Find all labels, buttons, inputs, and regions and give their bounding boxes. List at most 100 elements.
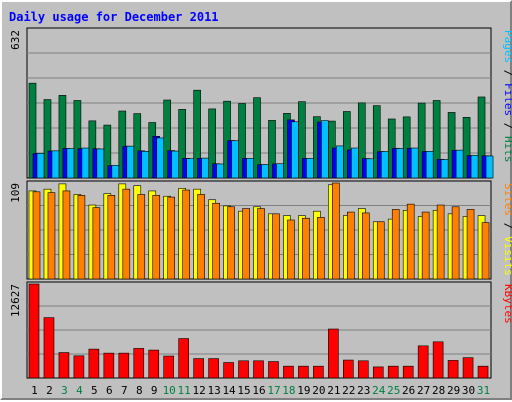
x-tick-label-10: 10 bbox=[163, 384, 176, 397]
bar-pages-day-9 bbox=[156, 137, 165, 179]
bar-kbytes-day-15 bbox=[238, 360, 249, 379]
bar-sites-day-12 bbox=[197, 194, 205, 280]
bar-sites-day-21 bbox=[332, 182, 340, 280]
x-tick-label-14: 14 bbox=[222, 384, 236, 397]
bar-pages-day-3 bbox=[66, 148, 75, 179]
x-tick-label-11: 11 bbox=[178, 384, 191, 397]
bar-pages-day-11 bbox=[186, 158, 194, 179]
x-tick-label-18: 18 bbox=[282, 384, 295, 397]
bar-kbytes-day-27 bbox=[417, 345, 429, 379]
x-tick-label-23: 23 bbox=[357, 384, 370, 397]
bar-pages-day-29 bbox=[455, 149, 464, 179]
chart-panels: 632 Pages / Files / Hits 109 Sites / Visits… bbox=[9, 27, 512, 379]
bar-kbytes-day-22 bbox=[343, 359, 354, 379]
bar-hits-day-29 bbox=[447, 112, 456, 179]
bar-sites-day-27 bbox=[421, 211, 430, 280]
x-tick-label-24: 24 bbox=[372, 384, 386, 397]
bar-kbytes-day-28 bbox=[432, 341, 444, 379]
bar-sites-day-4 bbox=[77, 195, 86, 280]
bar-pages-day-1 bbox=[36, 153, 45, 179]
bar-kbytes-day-19 bbox=[298, 365, 309, 379]
bar-kbytes-day-17 bbox=[268, 361, 279, 379]
bar-sites-day-31 bbox=[481, 222, 490, 280]
legend-part: Visits bbox=[502, 236, 512, 276]
bar-hits-day-12 bbox=[193, 89, 201, 179]
bar-hits-day-22 bbox=[343, 111, 351, 179]
bar-hits-day-31 bbox=[477, 96, 486, 179]
bar-sites-day-29 bbox=[451, 206, 460, 280]
bar-sites-day-11 bbox=[182, 189, 190, 280]
bar-sites-day-17 bbox=[272, 213, 280, 280]
x-tick-label-17: 17 bbox=[267, 384, 280, 397]
x-tick-label-25: 25 bbox=[387, 384, 400, 397]
x-tick-label-8: 8 bbox=[136, 384, 143, 397]
panel-visits-sites: 109 Sites / Visits bbox=[9, 180, 512, 280]
bar-pages-day-23 bbox=[365, 158, 374, 179]
x-tick-label-21: 21 bbox=[327, 384, 340, 397]
bar-pages-day-12 bbox=[201, 157, 209, 179]
bar-hits-day-23 bbox=[357, 102, 366, 179]
bar-hits-day-3 bbox=[58, 95, 67, 179]
bar-kbytes-day-3 bbox=[58, 352, 70, 379]
x-tick-label-3: 3 bbox=[61, 384, 68, 397]
bar-kbytes-day-2 bbox=[43, 317, 55, 379]
bar-pages-day-6 bbox=[111, 165, 120, 179]
legend-part: / bbox=[502, 116, 512, 136]
legend-part: Sites bbox=[502, 183, 512, 216]
x-tick-label-15: 15 bbox=[237, 384, 250, 397]
x-tick-label-4: 4 bbox=[76, 384, 83, 397]
bar-sites-day-16 bbox=[257, 208, 265, 280]
x-tick-label-9: 9 bbox=[151, 384, 158, 397]
bar-pages-day-13 bbox=[216, 163, 224, 179]
bar-kbytes-day-14 bbox=[223, 362, 234, 379]
bar-kbytes-day-13 bbox=[208, 358, 219, 379]
bar-kbytes-day-12 bbox=[193, 358, 204, 379]
x-tick-label-28: 28 bbox=[432, 384, 445, 397]
bar-hits-day-13 bbox=[208, 108, 216, 179]
bar-pages-day-28 bbox=[440, 159, 449, 179]
bar-pages-day-8 bbox=[141, 151, 150, 179]
bar-sites-day-2 bbox=[47, 192, 56, 280]
bar-pages-day-4 bbox=[81, 147, 90, 179]
bar-hits-day-11 bbox=[178, 109, 186, 179]
bar-pages-day-30 bbox=[470, 154, 479, 179]
legend-part: Pages bbox=[502, 30, 512, 63]
bar-pages-day-24 bbox=[380, 151, 389, 179]
bar-hits-day-28 bbox=[432, 100, 441, 179]
bar-sites-day-24 bbox=[376, 221, 385, 280]
bar-sites-day-10 bbox=[167, 196, 176, 280]
bar-sites-day-28 bbox=[436, 204, 445, 280]
bar-hits-day-26 bbox=[402, 116, 411, 179]
bar-kbytes-day-21 bbox=[328, 328, 339, 379]
x-tick-label-13: 13 bbox=[207, 384, 220, 397]
bar-kbytes-day-18 bbox=[283, 365, 294, 379]
bar-sites-day-1 bbox=[32, 191, 41, 280]
bar-pages-day-20 bbox=[321, 120, 329, 179]
bar-pages-day-2 bbox=[51, 150, 60, 179]
bar-sites-day-23 bbox=[361, 212, 370, 280]
bar-sites-day-14 bbox=[227, 206, 235, 280]
bar-kbytes-day-10 bbox=[163, 355, 175, 379]
bar-sites-day-15 bbox=[242, 208, 250, 280]
legend-part: Hits bbox=[502, 136, 512, 163]
bar-kbytes-day-6 bbox=[103, 352, 115, 379]
bar-hits-day-30 bbox=[462, 117, 471, 179]
bar-kbytes-day-26 bbox=[402, 365, 414, 379]
bar-hits-day-1 bbox=[28, 82, 37, 179]
bar-kbytes-day-5 bbox=[88, 348, 100, 379]
bar-sites-day-6 bbox=[107, 195, 116, 280]
bar-kbytes-day-7 bbox=[118, 352, 130, 379]
panel-hits-files-pages: 632 Pages / Files / Hits bbox=[9, 27, 512, 179]
x-tick-label-27: 27 bbox=[417, 384, 430, 397]
bar-hits-day-7 bbox=[118, 110, 127, 179]
bar-pages-day-31 bbox=[485, 155, 494, 179]
bar-hits-day-24 bbox=[372, 105, 381, 179]
bar-sites-day-18 bbox=[287, 219, 295, 280]
x-tick-label-31: 31 bbox=[477, 384, 490, 397]
bar-hits-day-2 bbox=[43, 99, 52, 179]
x-tick-label-2: 2 bbox=[46, 384, 53, 397]
x-tick-label-7: 7 bbox=[121, 384, 128, 397]
bar-kbytes-day-9 bbox=[148, 349, 160, 379]
